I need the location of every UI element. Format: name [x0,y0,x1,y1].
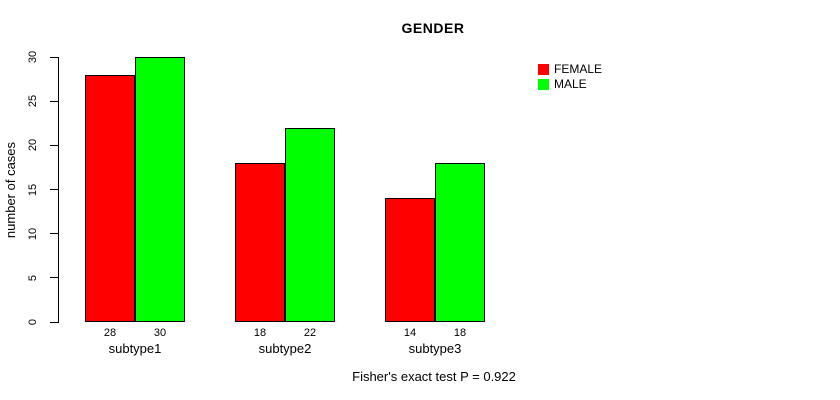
y-tick-label: 15 [27,183,39,196]
bar-value-label: 28 [103,327,117,339]
legend-swatch-male [538,79,549,90]
legend-item-female: FEMALE [538,62,602,77]
bar-value-label: 22 [303,327,317,339]
bar-male-subtype3 [435,163,485,322]
bar-value-label: 18 [453,327,467,339]
bar-value-label: 18 [253,327,267,339]
legend-label: FEMALE [554,62,603,76]
y-axis-tick [50,100,58,102]
bar-male-subtype2 [285,127,335,322]
y-tick-label: 10 [27,227,39,240]
x-category-label: subtype1 [108,341,162,356]
y-tick-label: 30 [27,50,39,64]
legend-swatch-female [538,64,549,75]
y-axis-tick [50,321,58,323]
chart-title: GENDER [401,20,465,36]
bar-male-subtype1 [135,57,185,322]
legend-item-male: MALE [538,77,602,92]
y-axis-tick [50,56,58,58]
bar-female-subtype1 [85,74,135,322]
legend-label: MALE [554,77,587,91]
bar-value-label: 30 [153,327,167,339]
y-tick-label: 25 [27,95,39,108]
y-tick-label: 0 [27,318,39,326]
y-axis-tick [50,189,58,190]
bar-female-subtype3 [385,198,435,322]
y-axis-tick [50,233,58,235]
bar-value-label: 14 [403,327,417,339]
y-axis-tick [50,277,58,279]
bar-female-subtype2 [235,163,285,322]
y-axis-tick [50,144,58,146]
y-tick-label: 5 [27,274,39,281]
x-category-label: subtype2 [258,341,312,356]
caption-text: Fisher's exact test P = 0.922 [352,369,516,384]
y-tick-label: 20 [27,139,39,152]
legend: FEMALE MALE [538,62,602,92]
y-axis-line [58,57,59,323]
x-category-label: subtype3 [408,341,462,356]
